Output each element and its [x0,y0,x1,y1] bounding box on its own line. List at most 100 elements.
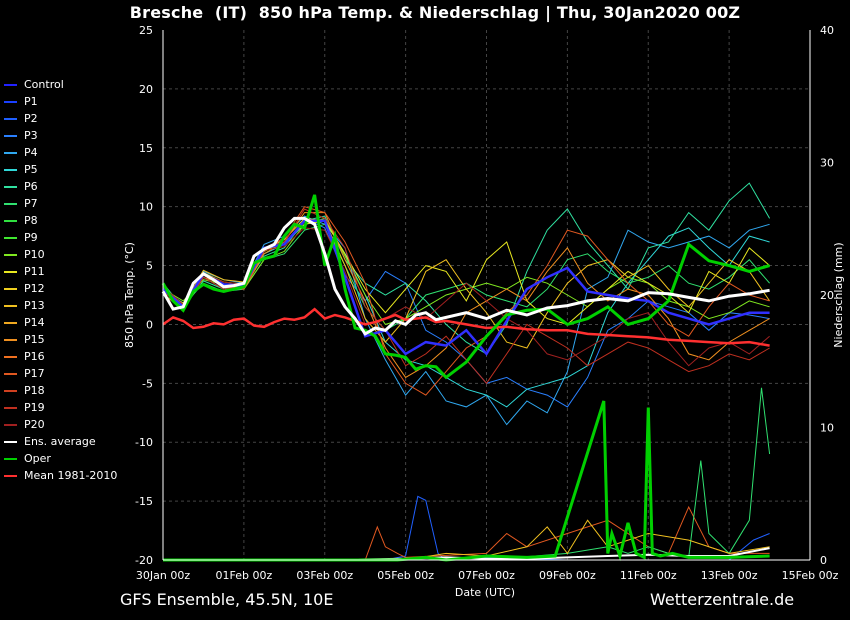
legend-swatch [4,475,17,477]
y-tick-label: -5 [142,377,153,390]
y2-tick-label: 20 [820,289,834,302]
legend-item: P4 [4,144,117,161]
y-tick-label: 15 [139,142,153,155]
footer-source: Wetterzentrale.de [650,590,795,609]
legend-swatch [4,339,17,341]
precip-member-line [163,505,770,561]
precip-member-line [163,519,770,561]
legend-swatch [4,390,17,392]
y-tick-label: 20 [139,83,153,96]
legend-swatch [4,186,17,188]
precip-member-line [163,387,771,561]
legend-item: P10 [4,246,117,263]
precip-oper-line [163,400,770,562]
footer-model-info: GFS Ensemble, 45.5N, 10E [120,590,334,609]
member-line [162,206,770,396]
legend-item: Oper [4,450,117,467]
y2-axis-label: Niederschlag (mm) [832,242,845,347]
precipitation-layer [163,387,771,562]
legend-label: P7 [24,197,38,210]
legend-item: P9 [4,229,117,246]
chart-title: Bresche (IT) 850 hPa Temp. & Niederschla… [129,3,741,22]
legend-label: P11 [24,265,45,278]
legend-label: P18 [24,384,45,397]
legend-label: Mean 1981-2010 [24,469,118,482]
legend-item: P19 [4,399,117,416]
legend-label: Ens. average [24,435,96,448]
climate-mean-line [162,307,770,347]
x-tick-label: 03Feb 00z [296,569,353,582]
y-tick-label: -10 [135,436,153,449]
legend-label: P9 [24,231,38,244]
legend-item: P7 [4,195,117,212]
x-tick-label: 01Feb 00z [216,569,273,582]
x-tick-label: 11Feb 00z [620,569,677,582]
legend-label: P14 [24,316,45,329]
legend-label: P17 [24,367,45,380]
legend-label: P16 [24,350,45,363]
legend-item: P16 [4,348,117,365]
legend-swatch [4,322,17,324]
y-tick-label: 10 [139,201,153,214]
x-tick-label: 30Jan 00z [136,569,190,582]
legend-label: P6 [24,180,38,193]
legend-item: P13 [4,297,117,314]
legend-item: P17 [4,365,117,382]
legend-swatch [4,407,17,409]
legend-swatch [4,152,17,154]
legend-item: P12 [4,280,117,297]
legend-item: P3 [4,127,117,144]
legend-item: Control [4,76,117,93]
x-tick-label: 05Feb 00z [377,569,434,582]
legend-item: Ens. average [4,433,117,450]
axes: 25 20 15 10 5 0 -5 -10 -15 -20 40 30 20 10 0 30Jan 00z 0… [135,24,839,582]
legend-item: P5 [4,161,117,178]
series-layer [161,182,771,426]
legend-label: P5 [24,163,38,176]
y-tick-label: 5 [146,260,153,273]
legend-swatch [4,424,17,426]
y2-tick-label: 10 [820,422,834,435]
legend-swatch [4,305,17,307]
control-line [162,219,770,357]
legend-item: P18 [4,382,117,399]
legend-swatch [4,203,17,205]
legend-label: P4 [24,146,38,159]
legend-item: P2 [4,110,117,127]
legend-label: P20 [24,418,45,431]
y-tick-label: 0 [146,318,153,331]
legend-label: P2 [24,112,38,125]
legend-item: Mean 1981-2010 [4,467,117,484]
legend-swatch [4,288,17,290]
y2-tick-label: 30 [820,157,834,170]
legend-swatch [4,169,17,171]
legend-swatch [4,441,17,443]
x-tick-label: 07Feb 00z [458,569,515,582]
y2-tick-label: 40 [820,24,834,37]
x-axis-label: Date (UTC) [455,586,515,599]
legend-swatch [4,373,17,375]
legend-label: P1 [24,95,38,108]
legend-item: P1 [4,93,117,110]
y-tick-label: -15 [135,495,153,508]
precip-member-line [163,495,770,561]
legend-item: P11 [4,263,117,280]
legend-item: P15 [4,331,117,348]
legend-label: P12 [24,282,45,295]
y-axis-label: 850 hPa Temp. (°C) [123,242,136,348]
y-tick-label: -20 [135,554,153,567]
x-tick-label: 09Feb 00z [539,569,596,582]
legend-item: P8 [4,212,117,229]
legend-label: P3 [24,129,38,142]
legend-swatch [4,135,17,137]
legend-item: P6 [4,178,117,195]
legend-item: P20 [4,416,117,433]
legend-swatch [4,356,17,358]
legend-label: P19 [24,401,45,414]
legend-label: P10 [24,248,45,261]
legend-label: P13 [24,299,45,312]
legend-swatch [4,237,17,239]
y2-tick-label: 0 [820,554,827,567]
legend-label: P15 [24,333,45,346]
